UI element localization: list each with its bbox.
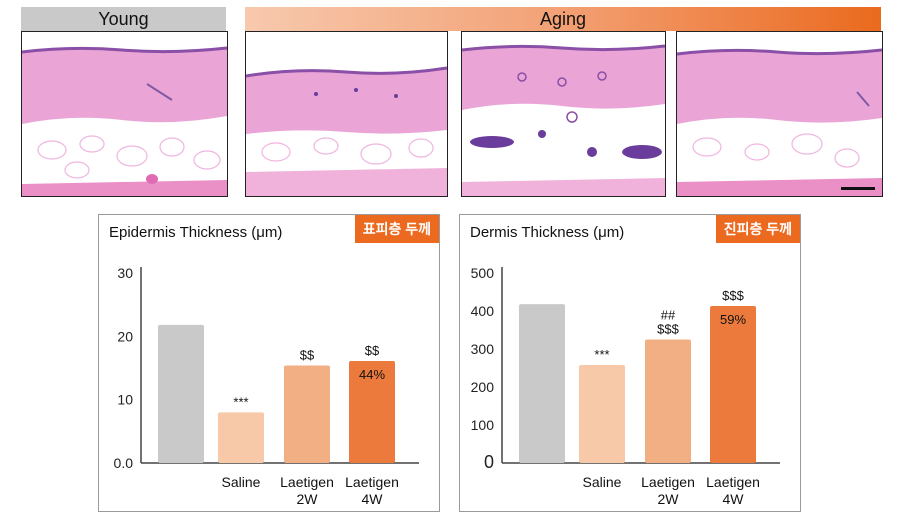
dermis-x-tick-label: 2W: [658, 491, 680, 507]
epidermis-x-tick-label: Laetigen: [345, 474, 399, 490]
epidermis-bar-percent-label: 44%: [359, 367, 385, 382]
epidermis-x-tick-label: Laetigen: [280, 474, 334, 490]
epidermis-x-tick-label: Saline: [222, 474, 261, 490]
epidermis-y-tick-label: 10: [117, 392, 133, 408]
epidermis-bar-annotation: $$: [365, 343, 380, 358]
dermis-bar-annotation: ##: [661, 308, 676, 323]
epidermis-bar-annotation: ***: [233, 394, 248, 409]
histology-aging-laetigen-4w: [676, 31, 883, 197]
dermis-bar: [710, 306, 756, 463]
epidermis-x-tick-label: 2W: [297, 491, 319, 507]
dermis-y-tick-label: 300: [471, 341, 495, 357]
epidermis-bar: [218, 412, 264, 463]
dermis-bar-plot: 0100200300400500***Saline##$$$Laetigen2W…: [471, 265, 780, 507]
epidermis-bar-plot: 0.0102030***Saline$$Laetigen2W$$44%Laeti…: [114, 265, 419, 507]
epidermis-chart: Epidermis Thickness (μm) 표피층 두께 0.0 10 20 3…: [98, 214, 440, 512]
dermis-bar-annotation: ***: [594, 347, 609, 362]
young-header: Young: [21, 7, 226, 31]
scale-bar: [841, 187, 875, 190]
epidermis-y-tick-label: 0.0: [114, 455, 134, 471]
dermis-y-tick-label: 400: [471, 303, 495, 319]
epidermis-chart-tag: 표피층 두께: [354, 215, 439, 243]
histology-young: [21, 31, 228, 197]
aging-header: Aging: [245, 7, 881, 31]
dermis-x-tick-label: 4W: [723, 491, 745, 507]
dermis-y-tick-label: 500: [471, 265, 495, 281]
dermis-bar-annotation: $$$: [722, 288, 744, 303]
epidermis-bar: [158, 324, 204, 463]
dermis-x-tick-label: Laetigen: [641, 474, 695, 490]
dermis-x-tick-label: Laetigen: [706, 474, 760, 490]
epidermis-bar: [349, 361, 395, 463]
dermis-y-tick-label: 0: [484, 452, 494, 472]
epidermis-y-tick-label: 30: [117, 265, 133, 281]
dermis-chart-tag: 진피층 두께: [715, 215, 800, 243]
dermis-bar: [579, 364, 625, 463]
dermis-x-tick-label: Saline: [583, 474, 622, 490]
dermis-bar: [519, 304, 565, 463]
dermis-y-tick-label: 100: [471, 417, 495, 433]
epidermis-bar-annotation: $$: [300, 347, 315, 362]
dermis-chart-title: Dermis Thickness (μm): [470, 224, 625, 241]
dermis-y-tick-label: 200: [471, 379, 495, 395]
dermis-chart: Dermis Thickness (μm) 진피층 두께 0 100 200 300 4…: [459, 214, 801, 512]
dermis-bar-percent-label: 59%: [720, 312, 746, 327]
epidermis-bar: [284, 365, 330, 463]
histology-aging-saline: [245, 31, 448, 197]
dermis-bar-annotation: $$$: [657, 322, 679, 337]
dermis-bar: [645, 339, 691, 463]
epidermis-chart-title: Epidermis Thickness (μm): [109, 224, 283, 241]
histology-aging-laetigen-2w: [461, 31, 666, 197]
epidermis-x-tick-label: 4W: [362, 491, 384, 507]
epidermis-y-tick-label: 20: [117, 328, 133, 344]
